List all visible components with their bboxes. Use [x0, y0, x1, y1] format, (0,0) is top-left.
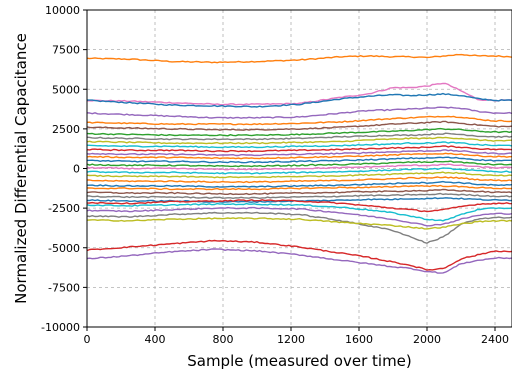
y-tick-label: -7500 — [48, 281, 80, 294]
series-line-1 — [87, 82, 512, 106]
series-line-3 — [86, 106, 512, 119]
series-line-7 — [86, 132, 512, 141]
series-line-18 — [87, 176, 512, 184]
series-line-10 — [86, 145, 512, 153]
series-line-28 — [86, 217, 512, 230]
x-tick-label: 0 — [84, 333, 91, 346]
series-line-12 — [86, 152, 512, 160]
x-tick-label: 2400 — [481, 333, 509, 346]
series-line-8 — [86, 136, 512, 145]
series-line-9 — [86, 141, 512, 149]
series-line-16 — [86, 167, 512, 175]
y-tick-label: 10000 — [45, 4, 80, 17]
series-line-21 — [86, 188, 512, 196]
series-line-29 — [86, 239, 512, 271]
x-tick-label: 2000 — [413, 333, 441, 346]
series-line-0 — [86, 53, 512, 64]
series-line-14 — [86, 160, 512, 168]
x-tick-label: 400 — [145, 333, 166, 346]
series-line-11 — [86, 149, 512, 157]
data-series — [86, 53, 512, 274]
y-tick-label: 0 — [73, 163, 80, 176]
series-line-24 — [86, 199, 512, 213]
y-tick-label: 7500 — [52, 44, 80, 57]
y-tick-label: 5000 — [52, 83, 80, 96]
series-line-15 — [86, 163, 512, 171]
series-line-17 — [86, 171, 512, 179]
y-tick-label: -5000 — [48, 242, 80, 255]
y-tick-label: 2500 — [52, 123, 80, 136]
x-tick-label: 1200 — [277, 333, 305, 346]
series-line-6 — [86, 127, 512, 137]
series-line-22 — [86, 192, 512, 200]
series-line-4 — [86, 115, 512, 126]
axis-ticks: 0 400 800 1200 1600 2000 2400 10000 7500 5000 2500… — [41, 4, 509, 346]
series-line-20 — [86, 184, 512, 191]
x-tick-label: 1600 — [345, 333, 373, 346]
series-line-19 — [86, 180, 512, 188]
y-axis-label: Normalized Differential Capacitance — [12, 33, 30, 304]
x-tick-label: 800 — [213, 333, 234, 346]
y-tick-label: -2500 — [48, 202, 80, 215]
series-line-13 — [86, 156, 512, 164]
series-line-5 — [86, 120, 512, 131]
y-tick-label: -10000 — [41, 321, 80, 334]
series-line-2 — [87, 92, 512, 108]
series-line-25 — [86, 202, 512, 222]
series-line-30 — [86, 248, 512, 274]
series-line-26 — [86, 206, 512, 227]
series-line-27 — [86, 211, 512, 244]
x-axis-label: Sample (measured over time) — [187, 352, 412, 370]
